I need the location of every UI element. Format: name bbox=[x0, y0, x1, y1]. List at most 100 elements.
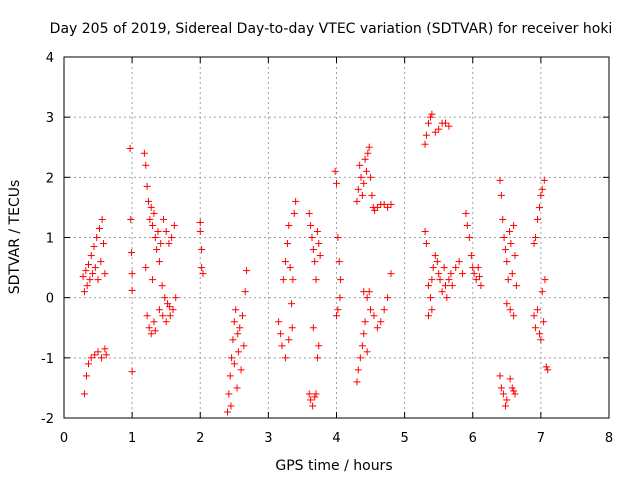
data-point bbox=[501, 402, 509, 410]
data-point bbox=[285, 336, 293, 344]
data-point bbox=[308, 234, 316, 241]
data-point bbox=[289, 276, 297, 284]
data-point bbox=[150, 318, 158, 326]
data-point bbox=[424, 119, 432, 127]
data-point bbox=[357, 173, 365, 181]
data-point bbox=[536, 203, 544, 211]
data-point bbox=[154, 227, 162, 235]
data-point bbox=[311, 393, 319, 401]
data-point bbox=[448, 282, 456, 290]
data-point bbox=[162, 318, 170, 326]
data-point bbox=[500, 234, 508, 241]
y-tick-label: 1 bbox=[46, 232, 54, 247]
data-point bbox=[503, 258, 511, 266]
data-point bbox=[281, 354, 289, 362]
data-point bbox=[234, 348, 242, 356]
data-point bbox=[85, 261, 93, 269]
data-point bbox=[149, 221, 157, 229]
x-tick-label: 7 bbox=[537, 431, 545, 446]
y-axis-label: SDTVAR / TECUs bbox=[7, 180, 23, 295]
x-tick-label: 2 bbox=[196, 431, 204, 446]
data-point bbox=[538, 288, 546, 296]
data-point bbox=[356, 161, 364, 169]
data-point bbox=[232, 306, 240, 314]
data-point bbox=[474, 264, 482, 272]
data-point bbox=[198, 264, 206, 272]
data-point bbox=[315, 342, 323, 350]
data-point bbox=[292, 197, 300, 205]
data-point bbox=[196, 218, 204, 226]
data-point bbox=[155, 306, 163, 314]
x-tick-label: 1 bbox=[128, 431, 136, 446]
data-point bbox=[356, 354, 364, 362]
data-point bbox=[233, 384, 241, 392]
data-point bbox=[80, 390, 88, 398]
data-point bbox=[288, 324, 296, 332]
data-point bbox=[334, 234, 342, 241]
data-point bbox=[234, 330, 242, 338]
data-point bbox=[153, 246, 161, 254]
data-point bbox=[462, 209, 470, 217]
data-point bbox=[161, 294, 169, 302]
data-point bbox=[380, 306, 388, 314]
data-point bbox=[499, 215, 507, 223]
data-point bbox=[128, 270, 136, 278]
data-point bbox=[531, 324, 539, 332]
y-tick-label: 2 bbox=[46, 171, 54, 186]
data-point bbox=[198, 246, 206, 254]
data-point bbox=[313, 227, 321, 235]
data-point bbox=[435, 125, 443, 133]
data-point bbox=[279, 276, 287, 284]
data-point bbox=[97, 354, 105, 362]
data-point bbox=[307, 221, 315, 229]
y-tick-label: 4 bbox=[46, 51, 54, 66]
data-point bbox=[101, 270, 109, 278]
data-point bbox=[335, 258, 343, 266]
data-point bbox=[146, 215, 154, 223]
data-point bbox=[470, 270, 478, 278]
data-point bbox=[237, 366, 245, 374]
data-point bbox=[93, 234, 101, 241]
data-point bbox=[373, 324, 381, 332]
data-point bbox=[506, 306, 514, 314]
data-point bbox=[427, 294, 435, 302]
x-tick-label: 4 bbox=[332, 431, 340, 446]
x-tick-label: 8 bbox=[605, 431, 613, 446]
data-point bbox=[504, 276, 512, 284]
data-point bbox=[361, 155, 369, 163]
data-point bbox=[230, 318, 238, 326]
data-point bbox=[290, 209, 298, 217]
data-point bbox=[497, 384, 505, 392]
data-point bbox=[165, 240, 173, 248]
data-point bbox=[230, 360, 238, 368]
data-point bbox=[360, 330, 368, 338]
data-point bbox=[467, 252, 475, 260]
data-point bbox=[533, 215, 541, 223]
data-point bbox=[424, 312, 432, 320]
data-point bbox=[511, 252, 519, 260]
data-point bbox=[438, 288, 446, 296]
data-point bbox=[128, 286, 136, 294]
data-point bbox=[499, 390, 507, 398]
data-point bbox=[427, 113, 435, 121]
data-point bbox=[354, 185, 362, 193]
data-point bbox=[387, 270, 395, 278]
data-point bbox=[162, 227, 170, 235]
data-point bbox=[541, 276, 549, 284]
data-point bbox=[477, 282, 485, 290]
data-point bbox=[497, 191, 505, 199]
x-tick-label: 0 bbox=[60, 431, 68, 446]
data-point bbox=[227, 402, 235, 410]
data-point bbox=[168, 234, 176, 241]
data-point bbox=[368, 191, 376, 199]
data-point bbox=[87, 354, 95, 362]
data-point bbox=[431, 128, 439, 136]
data-point bbox=[288, 300, 296, 308]
data-point bbox=[428, 110, 436, 118]
data-point bbox=[429, 264, 437, 272]
data-point bbox=[476, 273, 484, 281]
data-point bbox=[100, 240, 108, 248]
data-point bbox=[155, 258, 163, 266]
data-point bbox=[365, 143, 373, 151]
data-point bbox=[142, 161, 150, 169]
